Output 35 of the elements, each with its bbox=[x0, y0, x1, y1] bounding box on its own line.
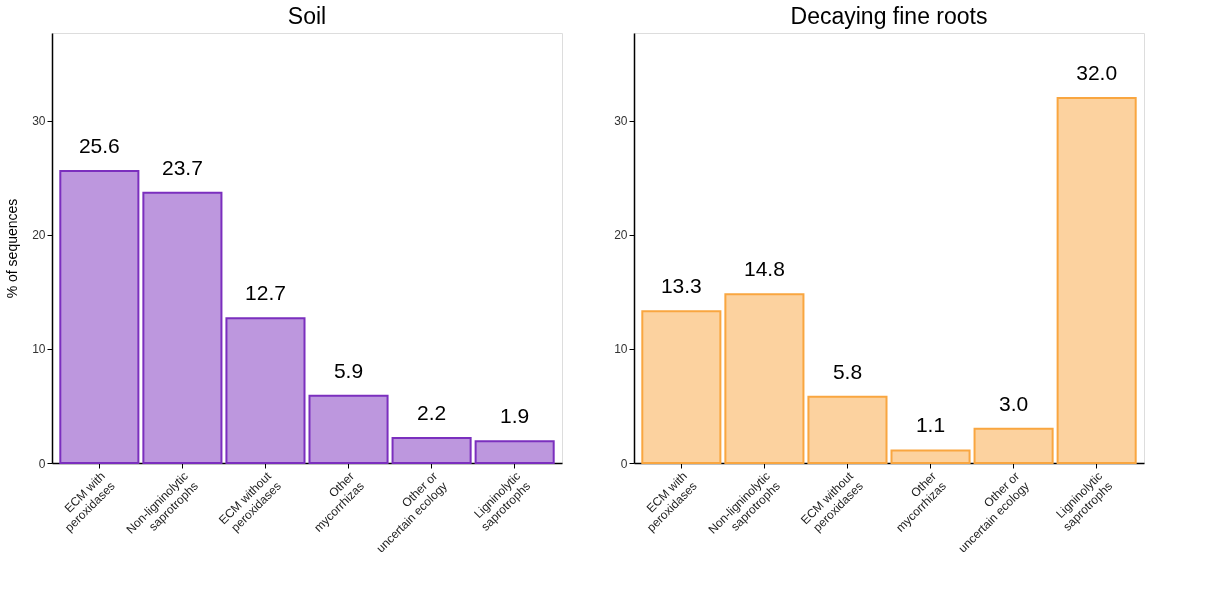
chart-title: Soil bbox=[287, 3, 327, 29]
bar bbox=[641, 310, 722, 464]
bar bbox=[59, 170, 140, 464]
data-label: 12.7 bbox=[245, 281, 286, 305]
y-tick-label: 10 bbox=[614, 342, 628, 357]
data-label: 23.7 bbox=[161, 155, 203, 179]
y-tick-label: 10 bbox=[32, 342, 46, 357]
bar bbox=[391, 436, 472, 464]
bar bbox=[973, 427, 1054, 464]
bar bbox=[1056, 97, 1137, 464]
data-label: 1.9 bbox=[500, 404, 530, 428]
data-label: 1.1 bbox=[915, 413, 946, 437]
bar bbox=[225, 317, 306, 464]
y-tick-label: 20 bbox=[32, 228, 46, 243]
data-label: 14.8 bbox=[743, 257, 785, 281]
data-label: 32.0 bbox=[1076, 61, 1118, 85]
bar bbox=[807, 395, 888, 464]
y-tick-label: 30 bbox=[614, 114, 628, 129]
chart-title: Decaying fine roots bbox=[790, 3, 988, 29]
data-label: 5.8 bbox=[832, 359, 863, 383]
y-tick-label: 0 bbox=[38, 456, 46, 471]
data-label: 13.3 bbox=[660, 274, 702, 298]
data-label: 2.2 bbox=[416, 400, 447, 424]
y-axis-title: % of sequences bbox=[4, 198, 21, 299]
data-label: 5.9 bbox=[333, 358, 364, 382]
y-tick-label: 20 bbox=[614, 228, 628, 243]
bar bbox=[890, 449, 971, 464]
y-tick-label: 30 bbox=[32, 114, 46, 129]
data-label: 3.0 bbox=[998, 391, 1029, 415]
bar bbox=[724, 293, 805, 464]
y-tick-label: 0 bbox=[620, 456, 628, 471]
bar bbox=[474, 440, 555, 464]
data-label: 25.6 bbox=[78, 134, 120, 158]
bar bbox=[142, 191, 223, 464]
bar bbox=[308, 394, 389, 464]
